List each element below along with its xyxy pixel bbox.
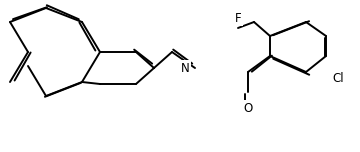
Text: N: N (181, 62, 189, 74)
Text: Cl: Cl (332, 71, 344, 85)
Text: F: F (235, 12, 241, 24)
Text: O: O (243, 102, 253, 114)
